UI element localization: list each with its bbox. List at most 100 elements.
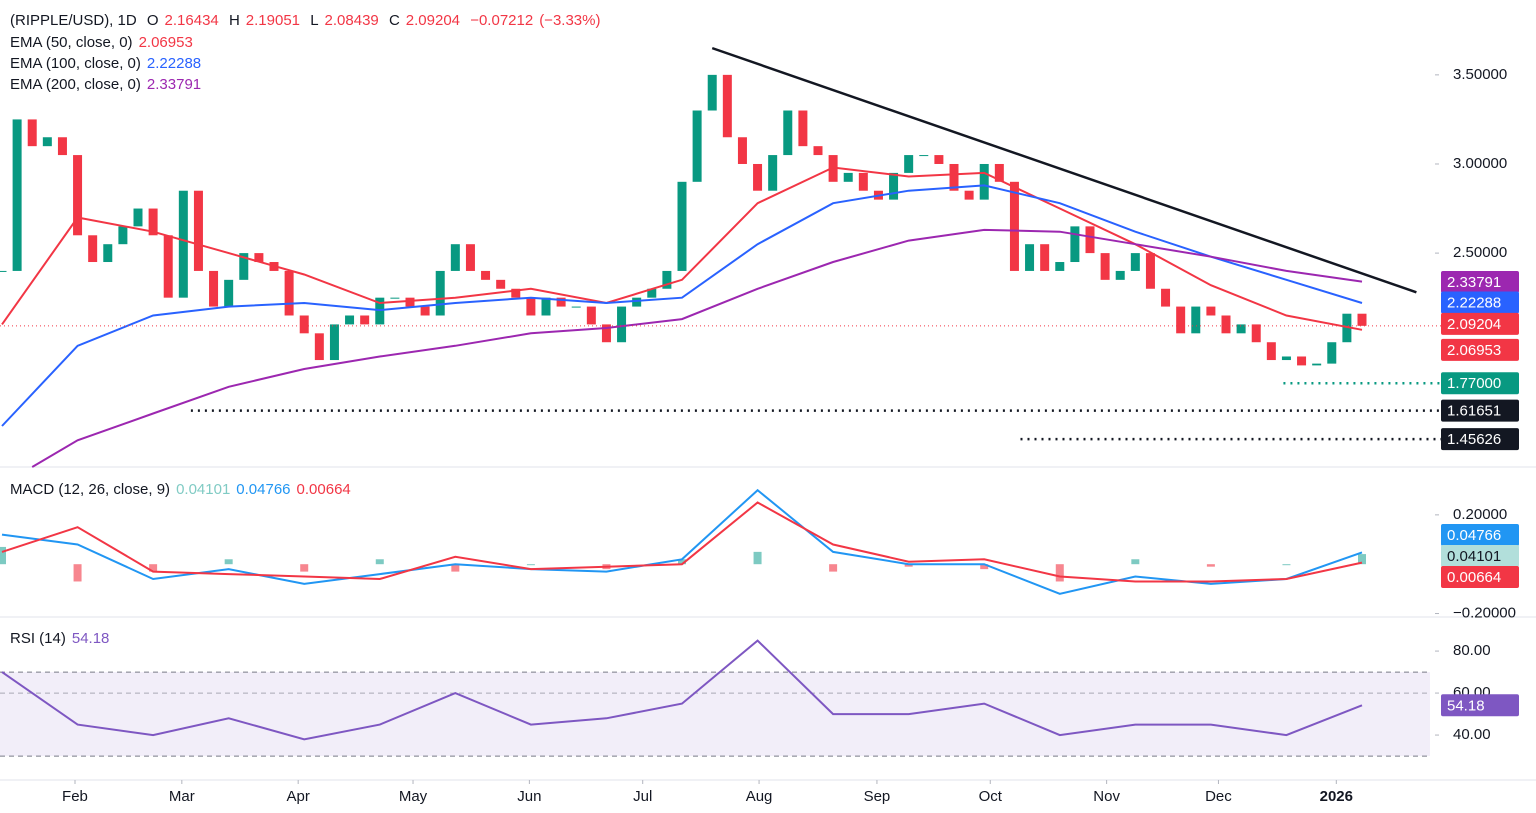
- candle: [27, 119, 37, 147]
- histogram-bar: [829, 564, 838, 572]
- macd-line: [1, 488, 1363, 595]
- candle: [465, 244, 475, 271]
- candle: [1115, 270, 1125, 280]
- macd-value: 0.00664: [296, 481, 351, 498]
- rsi-value: 54.18: [71, 630, 110, 647]
- rsi-title: RSI (14): [10, 630, 66, 647]
- candle: [12, 119, 22, 271]
- rsi-value-label-box: [1441, 694, 1519, 717]
- candle: [1130, 253, 1140, 271]
- candle: [964, 190, 974, 200]
- rsi-line: [1, 639, 1363, 741]
- histogram-bar: [451, 564, 460, 572]
- candle: [103, 244, 113, 263]
- macd-value-label-box: [1441, 524, 1519, 546]
- rsi-band: [0, 672, 1430, 757]
- histogram-bar: [678, 559, 686, 565]
- y-tick-label: 2.50000: [1453, 244, 1507, 261]
- x-tick-label: Oct: [979, 788, 1003, 805]
- candle: [163, 235, 173, 298]
- histogram-bar: [0, 546, 6, 565]
- y-tick-label: 40.00: [1453, 726, 1491, 743]
- ohlc-value: 2.19051: [245, 12, 301, 29]
- candle: [1025, 244, 1035, 271]
- candle: [450, 244, 460, 271]
- candle: [209, 270, 219, 307]
- level-label: 1.77000: [1447, 375, 1501, 392]
- candle: [601, 324, 611, 343]
- ohlc-label: O: [146, 12, 159, 29]
- candle: [1342, 313, 1352, 343]
- hist-value-label: 0.04101: [1447, 548, 1501, 565]
- x-tick-label: Sep: [864, 788, 891, 805]
- candle: [858, 172, 868, 191]
- histogram-bar: [1131, 559, 1140, 565]
- candle: [148, 208, 158, 236]
- ema-name: EMA (50, close, 0): [10, 34, 133, 51]
- x-tick-label: Feb: [62, 788, 88, 805]
- rsi-value-label: 54.18: [1447, 697, 1485, 714]
- level-label-box: [1441, 399, 1519, 422]
- histogram-bar: [300, 564, 309, 572]
- y-tick-label: −0.20000: [1453, 605, 1516, 622]
- signal-line: [1, 501, 1363, 583]
- ema-price-label: 2.22288: [1447, 294, 1501, 311]
- candle: [556, 297, 566, 307]
- candle: [934, 155, 944, 164]
- y-tick-label: 0.20000: [1453, 506, 1507, 523]
- candle: [768, 155, 778, 191]
- candle: [178, 190, 188, 298]
- candle: [919, 155, 929, 157]
- level-label-box: [1441, 372, 1519, 395]
- candle: [994, 163, 1004, 182]
- candle: [1206, 306, 1216, 316]
- signal-value-label: 0.00664: [1447, 569, 1501, 586]
- trendline: [711, 46, 1417, 294]
- candle: [737, 137, 747, 164]
- price-legend: (RIPPLE/USD), 1D O 2.16434 H 2.19051 L 2.08…: [10, 12, 606, 29]
- x-tick-label: Jul: [633, 788, 652, 805]
- candle: [1236, 324, 1246, 334]
- macd-value: 0.04101: [176, 481, 231, 498]
- candle: [632, 297, 642, 307]
- candle: [481, 270, 491, 280]
- ema-line: [31, 228, 1363, 468]
- histogram-bar: [904, 564, 913, 567]
- candle: [329, 324, 339, 361]
- histogram-bar: [1055, 564, 1064, 582]
- candle: [73, 155, 83, 236]
- candle: [1312, 363, 1322, 366]
- ema-price-label-box: [1441, 270, 1519, 293]
- x-tick-label: Dec: [1205, 788, 1232, 805]
- candle: [299, 315, 309, 334]
- histogram-bar: [224, 559, 233, 565]
- ohlc-value: 2.09204: [405, 12, 461, 29]
- ohlc-value: 2.16434: [164, 12, 219, 29]
- candle: [345, 315, 355, 325]
- x-tick-label: Jun: [517, 788, 541, 805]
- macd-value: 0.04766: [236, 481, 291, 498]
- candle: [707, 74, 717, 111]
- change-pct: (−3.33%): [539, 12, 601, 29]
- ohlc-label: C: [388, 12, 400, 29]
- candle: [1327, 342, 1337, 364]
- candle: [390, 297, 400, 299]
- candle: [798, 110, 808, 147]
- candle: [1266, 342, 1276, 361]
- ema-value: 2.33791: [146, 76, 202, 93]
- price-label: 2.09204: [1447, 316, 1501, 333]
- rsi-legend: RSI (14) 54.18: [10, 630, 115, 647]
- candle: [405, 297, 415, 307]
- candle: [1357, 313, 1367, 326]
- symbol-title: (RIPPLE/USD), 1D: [10, 12, 137, 29]
- candle: [904, 155, 914, 173]
- candle: [571, 306, 581, 308]
- candle: [496, 279, 506, 289]
- signal-value-label-box: [1441, 566, 1519, 588]
- candle: [541, 297, 551, 316]
- candle: [526, 297, 536, 316]
- histogram-bar: [1358, 554, 1366, 565]
- histogram-bar: [1282, 564, 1291, 566]
- candle: [1251, 324, 1261, 343]
